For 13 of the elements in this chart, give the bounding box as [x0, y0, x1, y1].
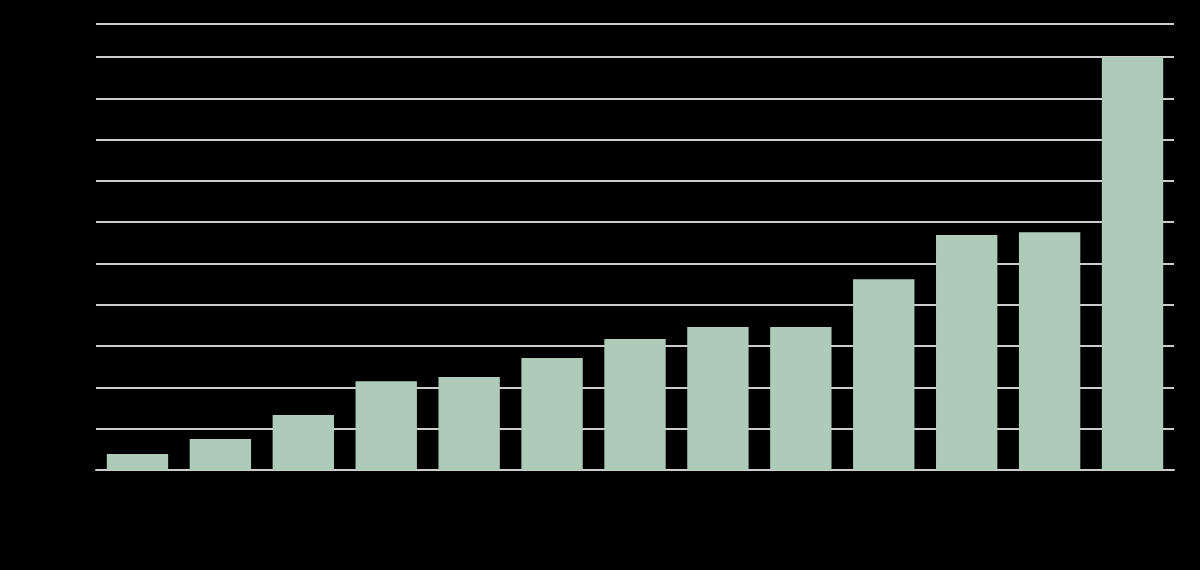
bar — [272, 415, 334, 470]
bar — [1018, 232, 1081, 470]
bar — [770, 327, 832, 470]
bar — [604, 339, 666, 470]
bar — [687, 327, 749, 470]
bar — [1101, 57, 1164, 470]
bar — [106, 453, 169, 470]
bar — [853, 279, 915, 470]
bar — [936, 235, 998, 470]
bar — [438, 377, 500, 470]
bar — [521, 358, 583, 470]
bar — [189, 439, 252, 470]
bar — [355, 381, 417, 470]
